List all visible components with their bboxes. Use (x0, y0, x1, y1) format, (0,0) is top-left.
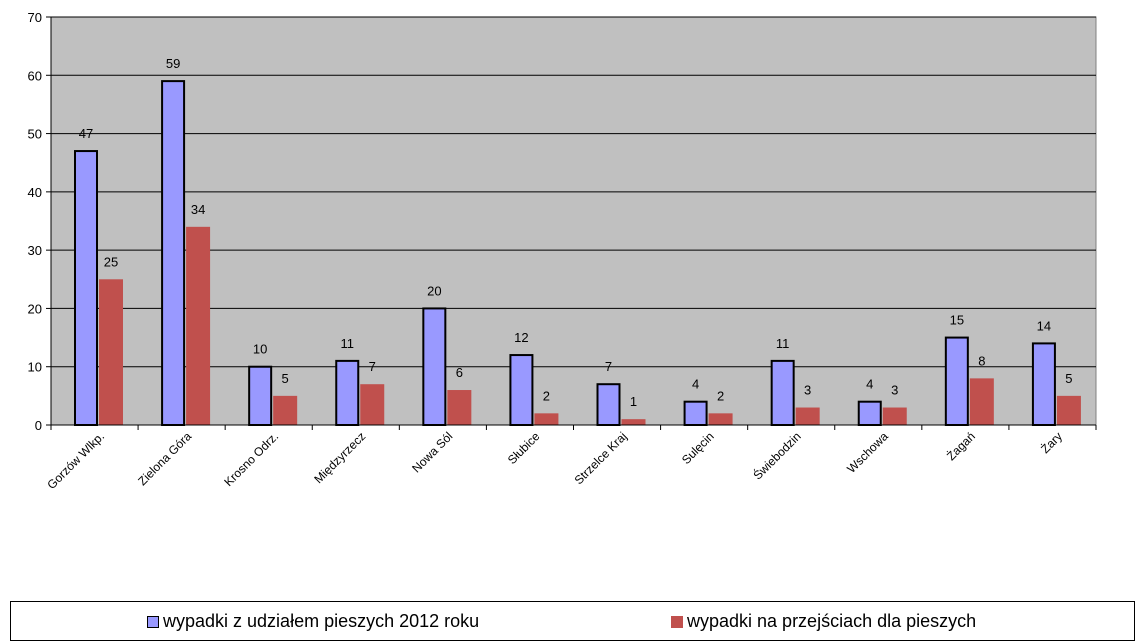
y-axis: 0 10 20 30 40 50 60 70 (28, 10, 52, 433)
data-label: 25 (104, 254, 118, 269)
gridlines (51, 16, 1096, 368)
bar-2 (969, 378, 994, 425)
x-tick-label: Zielona Góra (135, 429, 194, 488)
data-label: 7 (605, 359, 612, 374)
x-tick-label: Krosno Odrz. (221, 429, 281, 489)
bar-2 (795, 407, 820, 425)
x-tick-label: Żagań (944, 429, 978, 463)
data-label: 12 (514, 330, 528, 345)
bar-2 (99, 279, 123, 425)
y-tick-label: 40 (28, 185, 42, 200)
bar-1 (335, 359, 360, 426)
data-label: 59 (166, 56, 180, 71)
y-tick-label: 20 (28, 301, 42, 316)
legend-item-series-2: wypadki na przejściach dla pieszych (671, 611, 976, 632)
data-label: 3 (891, 383, 898, 398)
y-tick-label: 70 (28, 10, 42, 25)
data-label: 2 (717, 388, 724, 403)
data-label: 5 (282, 371, 289, 386)
x-tick-label: Strzelce Kraj (572, 429, 630, 487)
bar-1 (161, 80, 186, 426)
bar-1 (944, 336, 969, 427)
data-label: 5 (1065, 371, 1072, 386)
legend-swatch-series-2 (671, 615, 683, 628)
data-label: 15 (950, 313, 964, 328)
y-tick-label: 50 (28, 127, 42, 142)
bar-2 (360, 384, 385, 425)
data-label: 6 (456, 365, 463, 380)
bar-2 (621, 419, 646, 425)
bar-1 (422, 307, 447, 426)
data-label: 1 (630, 394, 637, 409)
y-tick-label: 30 (28, 243, 42, 258)
bar-1 (248, 365, 273, 427)
legend-label-series-1: wypadki z udziałem pieszych 2012 roku (163, 611, 480, 631)
data-label: 34 (191, 202, 205, 217)
x-tick-label: Międzyrzecz (311, 429, 368, 486)
bar-2 (186, 226, 211, 425)
data-label: 14 (1037, 318, 1051, 333)
data-label: 3 (804, 383, 811, 398)
bar-1 (596, 383, 621, 427)
bar-1 (509, 354, 534, 426)
bars (74, 80, 1081, 427)
x-tick-label: Żary (1038, 429, 1065, 456)
plot-area (50, 16, 1097, 426)
data-label: 8 (978, 353, 985, 368)
bar-1 (1031, 342, 1056, 426)
x-tick-label: Nowa Sól (409, 429, 455, 475)
data-label: 11 (776, 336, 790, 351)
data-label: 20 (427, 283, 441, 298)
legend-label-series-2: wypadki na przejściach dla pieszych (687, 611, 977, 631)
x-axis: Gorzów Wlkp. Zielona Góra Krosno Odrz. Międ… (44, 424, 1097, 492)
data-label: 2 (543, 388, 550, 403)
bar-1 (857, 400, 882, 426)
data-label: 7 (369, 359, 376, 374)
x-tick-label: Świebodzin (750, 429, 804, 483)
bar-1 (683, 400, 708, 426)
bar-1 (74, 150, 98, 427)
legend-item-series-1: wypadki z udziałem pieszych 2012 roku (147, 611, 479, 632)
bar-2 (273, 395, 298, 425)
legend-swatch-series-1 (147, 615, 159, 628)
bar-2 (708, 413, 733, 425)
y-tick-label: 0 (35, 418, 42, 433)
bar-1 (770, 359, 795, 426)
bar-2 (882, 407, 907, 425)
data-label: 11 (341, 336, 355, 351)
x-tick-label: Wschowa (844, 429, 891, 476)
bar-2 (1056, 395, 1081, 425)
y-tick-label: 10 (28, 360, 42, 375)
x-tick-label: Słubice (505, 429, 543, 467)
bar-2 (534, 413, 559, 425)
legend: wypadki z udziałem pieszych 2012 roku wy… (10, 601, 1135, 641)
data-label: 10 (253, 342, 267, 357)
x-tick-label: Gorzów Wlkp. (44, 429, 107, 492)
data-label: 47 (79, 126, 93, 141)
data-label: 4 (692, 377, 699, 392)
y-tick-label: 60 (28, 68, 42, 83)
bar-2 (447, 390, 472, 425)
x-tick-label: Sulęcin (679, 429, 717, 467)
data-label: 4 (866, 377, 873, 392)
